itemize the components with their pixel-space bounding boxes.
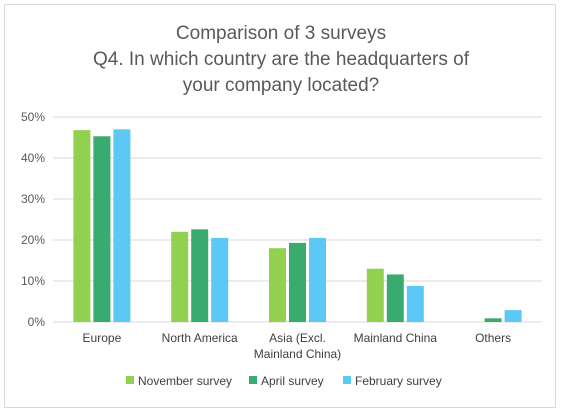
bar-april-survey <box>289 242 306 322</box>
bar-february-survey <box>309 237 326 322</box>
legend-label: November survey <box>138 374 232 388</box>
bar-february-survey <box>504 310 522 322</box>
chart-frame: Comparison of 3 surveys Q4. In which coun… <box>4 4 556 408</box>
x-category-label: Mainland China <box>354 331 438 345</box>
legend-label: April survey <box>261 374 324 388</box>
chart-title-line: your company located? <box>183 75 379 96</box>
bar-february-survey <box>113 129 131 322</box>
y-tick-label: 30% <box>21 192 45 206</box>
legend-swatch <box>343 376 351 384</box>
chart-title-line: Q4. In which country are the headquarter… <box>93 49 470 70</box>
y-tick-label: 20% <box>21 233 45 247</box>
bar-april-survey <box>386 274 404 322</box>
bar-february-survey <box>406 285 424 322</box>
bar-november-survey <box>171 231 189 322</box>
y-tick-label: 40% <box>21 151 45 165</box>
legend-swatch <box>249 376 257 384</box>
x-category-label: Asia (Excl. <box>269 331 326 345</box>
x-category-label: North America <box>162 331 238 345</box>
bar-chart: Comparison of 3 surveys Q4. In which coun… <box>21 23 542 388</box>
x-category-label: Mainland China) <box>254 347 341 361</box>
y-tick-label: 0% <box>28 315 46 329</box>
y-tick-label: 10% <box>21 274 45 288</box>
x-category-label: Others <box>475 331 511 345</box>
bar-november-survey <box>366 268 384 322</box>
legend-swatch <box>126 376 134 384</box>
bar-november-survey <box>269 248 286 322</box>
bar-april-survey <box>191 229 209 322</box>
y-tick-label: 50% <box>21 110 45 124</box>
x-category-label: Europe <box>83 331 122 345</box>
bar-february-survey <box>211 237 229 322</box>
bar-april-survey <box>484 318 502 322</box>
bar-november-survey <box>73 130 91 322</box>
chart-title-line: Comparison of 3 surveys <box>176 23 386 44</box>
bar-april-survey <box>93 136 111 322</box>
legend-label: February survey <box>355 374 442 388</box>
